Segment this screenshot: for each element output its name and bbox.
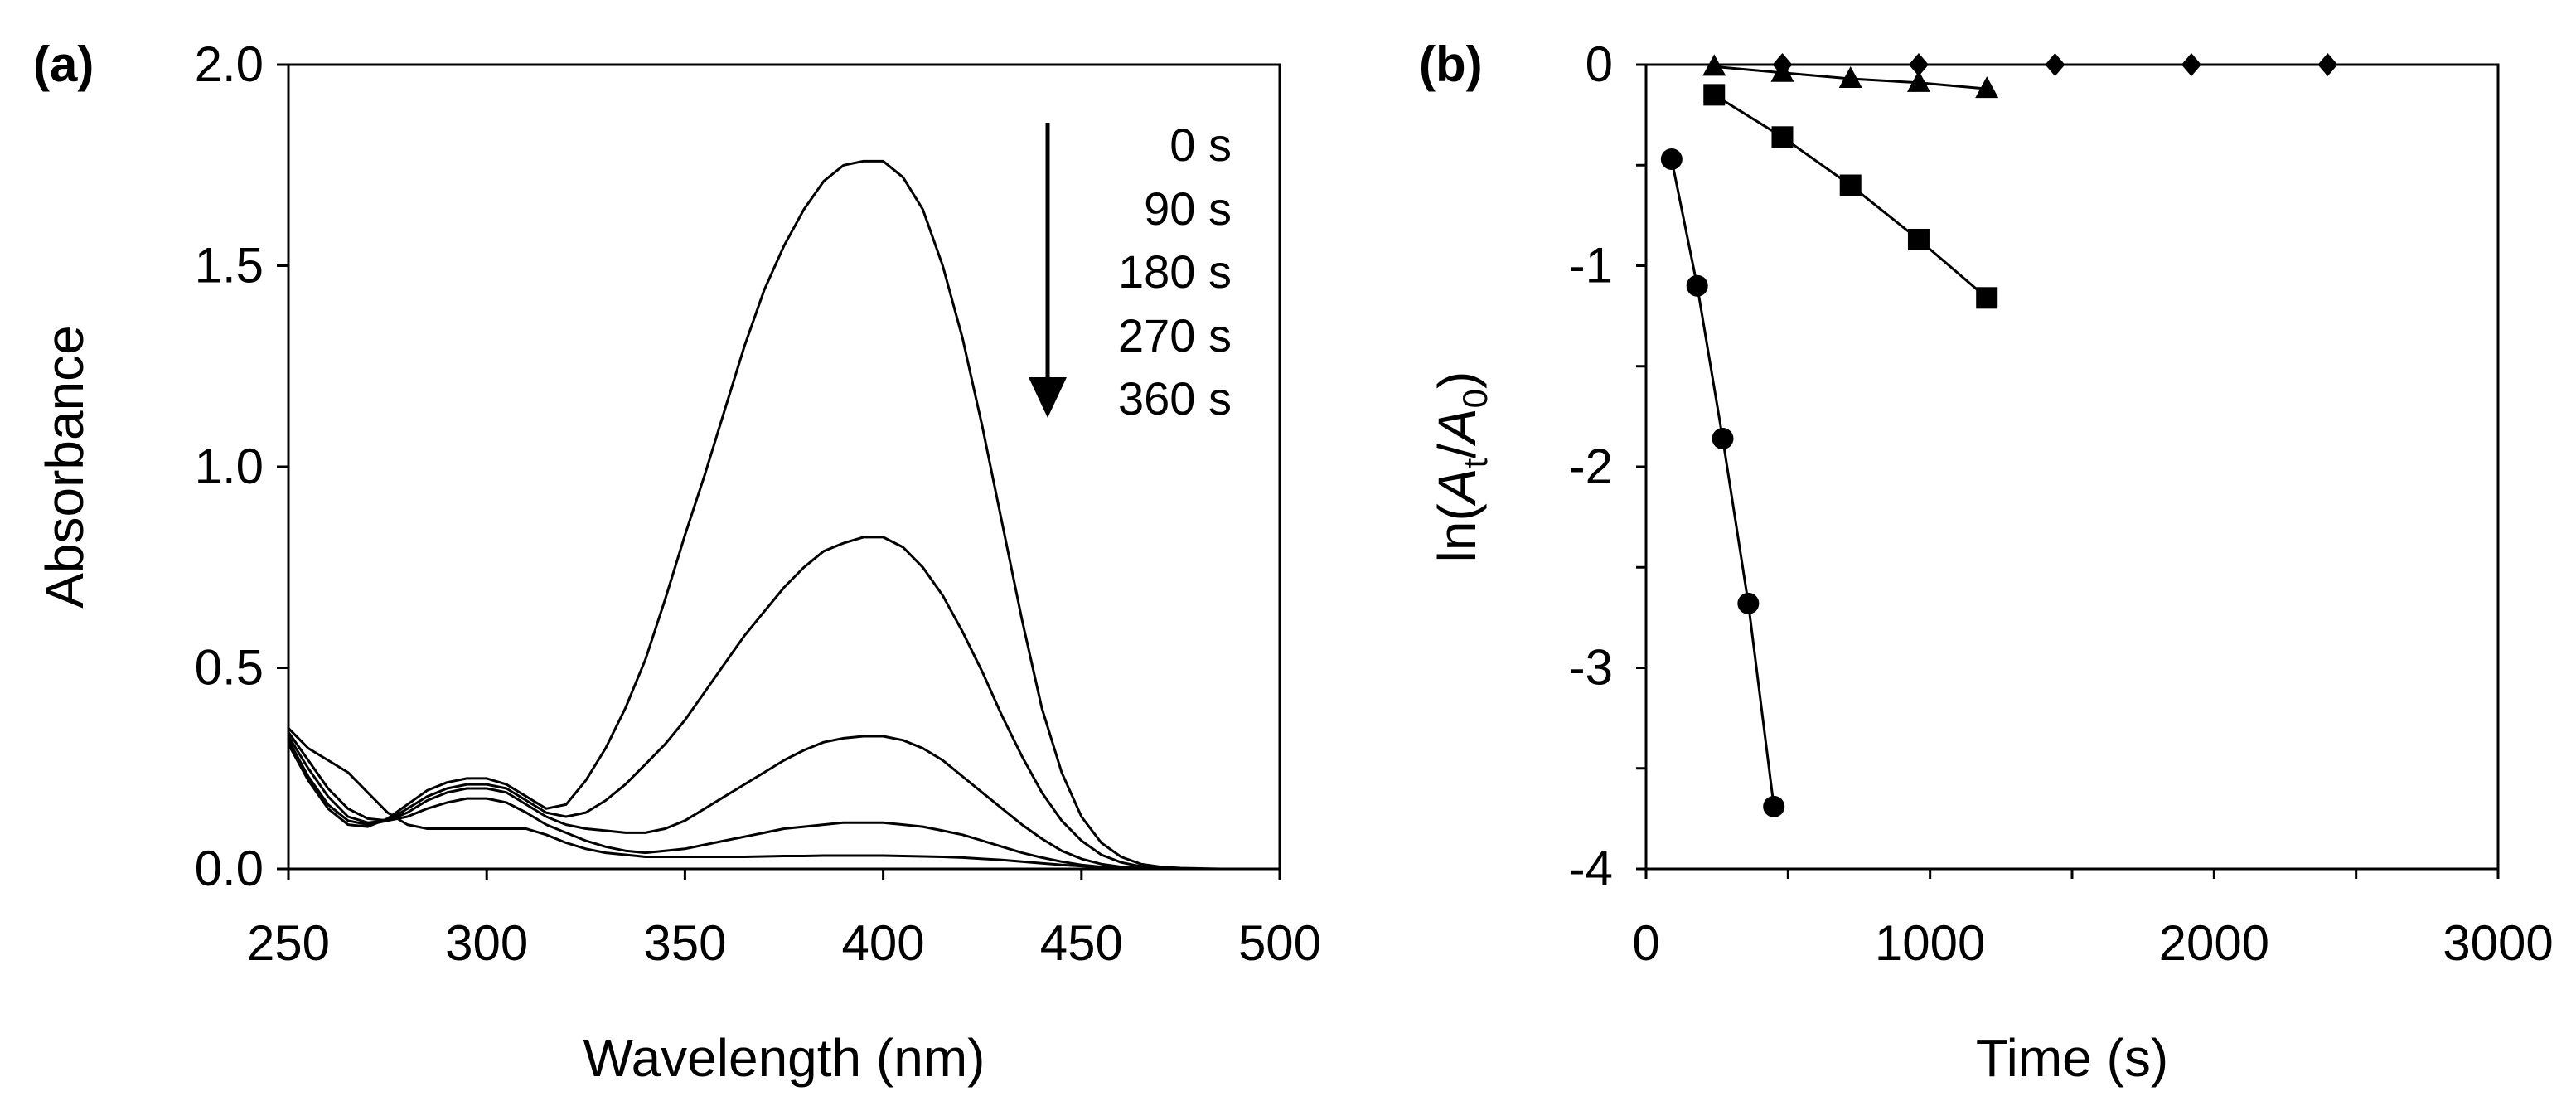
- x-tick-label: 350: [643, 915, 726, 971]
- x-tick-label: 400: [842, 915, 925, 971]
- data-point-diamond: [2045, 53, 2065, 76]
- data-point-diamond: [1908, 53, 1929, 76]
- data-point-square: [1703, 84, 1726, 106]
- legend-entry: 360 s: [1118, 372, 1232, 424]
- y-tick-label: -3: [1569, 640, 1613, 696]
- x-tick-label: 500: [1238, 915, 1321, 971]
- panel-a-x-axis-label: Wavelength (nm): [583, 1028, 985, 1088]
- data-point-circle: [1763, 795, 1785, 817]
- data-point-square: [1907, 228, 1930, 250]
- y-tick-label: 0.5: [195, 640, 264, 696]
- data-point-square: [1976, 287, 1998, 309]
- data-point-square: [1771, 126, 1794, 148]
- x-tick-label: 3000: [2443, 915, 2553, 971]
- y-tick-label: 2.0: [195, 36, 264, 92]
- panel-a-x-ticks: 250 300 350 400 450 500: [247, 869, 1321, 971]
- spectrum-line-270s: [287, 731, 1280, 871]
- x-tick-label: 300: [445, 915, 528, 971]
- y-tick-label: -2: [1569, 439, 1613, 494]
- x-tick-label: 1000: [1875, 915, 1985, 971]
- legend-entry: 180 s: [1118, 245, 1232, 298]
- panel-a-y-axis-label: Absorbance: [35, 325, 94, 609]
- panel-a-label: (a): [33, 36, 94, 92]
- panel-b-label: (b): [1419, 36, 1483, 92]
- y-tick-label: 0.0: [195, 841, 264, 896]
- panel-a-curves: [287, 159, 1280, 871]
- y-tick-label: -4: [1569, 841, 1613, 896]
- panel-b: (b) 0 -1 -2 -3 -4 0 1000 2000 3000 Time (s) ln(…: [1419, 36, 2554, 1088]
- data-point-triangle: [1975, 76, 1999, 99]
- panel-b-y-ticks: 0 -1 -2 -3 -4: [1569, 36, 1646, 896]
- data-point-triangle: [1838, 65, 1862, 88]
- spectrum-line-180s: [287, 735, 1280, 871]
- legend-entry: 90 s: [1144, 182, 1232, 235]
- data-point-circle: [1686, 274, 1708, 297]
- data-point-triangle: [1702, 54, 1726, 76]
- series-line-square: [1713, 94, 1988, 299]
- data-point-diamond: [2317, 53, 2338, 76]
- legend-arrow-down-icon: [1029, 377, 1067, 418]
- x-tick-label: 250: [247, 915, 330, 971]
- x-tick-label: 2000: [2159, 915, 2269, 971]
- panel-a: (a) 0.0 0.5 1.0 1.5 2.0 250 300 350 400 450 500 W…: [33, 36, 1321, 1088]
- x-tick-label: 0: [1632, 915, 1659, 971]
- legend-entry: 0 s: [1169, 119, 1232, 171]
- y-tick-label: -1: [1569, 238, 1613, 293]
- spectrum-line-90s: [287, 536, 1280, 871]
- y-tick-label: 0: [1586, 36, 1613, 92]
- panel-b-x-axis-label: Time (s): [1976, 1028, 2168, 1088]
- panel-a-y-ticks: 0.0 0.5 1.0 1.5 2.0: [195, 36, 288, 896]
- spectrum-line-360s: [287, 727, 1280, 871]
- data-point-diamond: [1772, 53, 1793, 76]
- panel-b-x-ticks: 0 1000 2000 3000: [1632, 869, 2554, 971]
- data-point-circle: [1737, 592, 1760, 614]
- data-point-circle: [1712, 428, 1734, 450]
- spectrum-line-0s: [287, 159, 1280, 871]
- data-point-diamond: [2181, 53, 2201, 76]
- y-tick-label: 1.5: [195, 238, 264, 293]
- legend-entry: 270 s: [1118, 309, 1232, 361]
- panel-a-plot-frame: [287, 63, 1281, 871]
- data-point-triangle: [1906, 70, 1930, 92]
- series-line-circle: [1670, 158, 1775, 807]
- data-point-circle: [1660, 148, 1683, 170]
- panel-b-y-axis-label: ln(At/A0): [1427, 371, 1494, 563]
- data-point-square: [1839, 174, 1862, 196]
- x-tick-label: 450: [1040, 915, 1123, 971]
- panel-b-series: [1660, 53, 2338, 817]
- panel-b-plot-frame: [1644, 63, 2500, 871]
- y-tick-label: 1.0: [195, 439, 264, 494]
